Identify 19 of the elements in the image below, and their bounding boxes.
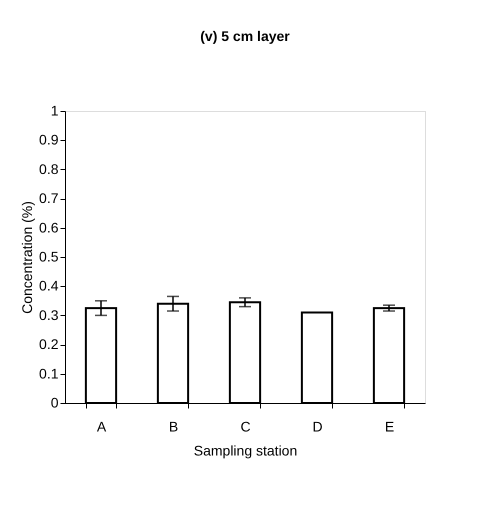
x-tick-label: C (240, 418, 251, 434)
y-tick-label: 0.8 (39, 160, 59, 177)
y-axis-title: Concentration (%) (19, 201, 36, 314)
y-tick-label: 0.9 (39, 132, 59, 148)
y-tick-label: 0 (50, 394, 59, 410)
x-tick-label: D (312, 418, 323, 434)
x-tick-label: E (384, 418, 394, 434)
y-tick-label: 1 (50, 102, 59, 118)
x-tick-label: A (96, 418, 107, 434)
y-tick-label: 0.2 (39, 336, 59, 352)
x-axis-title: Sampling station (194, 442, 298, 458)
y-tick-label: 0.6 (39, 219, 59, 236)
y-tick-label: 0.1 (39, 365, 59, 382)
x-tick-label: B (168, 418, 178, 434)
y-tick-label: 0.4 (39, 278, 59, 294)
y-tick-label: 0.7 (39, 190, 59, 206)
y-tick-label: 0.3 (39, 306, 59, 323)
y-tick-label: 0.5 (39, 248, 59, 264)
chart-title: (v) 5 cm layer (200, 28, 290, 44)
